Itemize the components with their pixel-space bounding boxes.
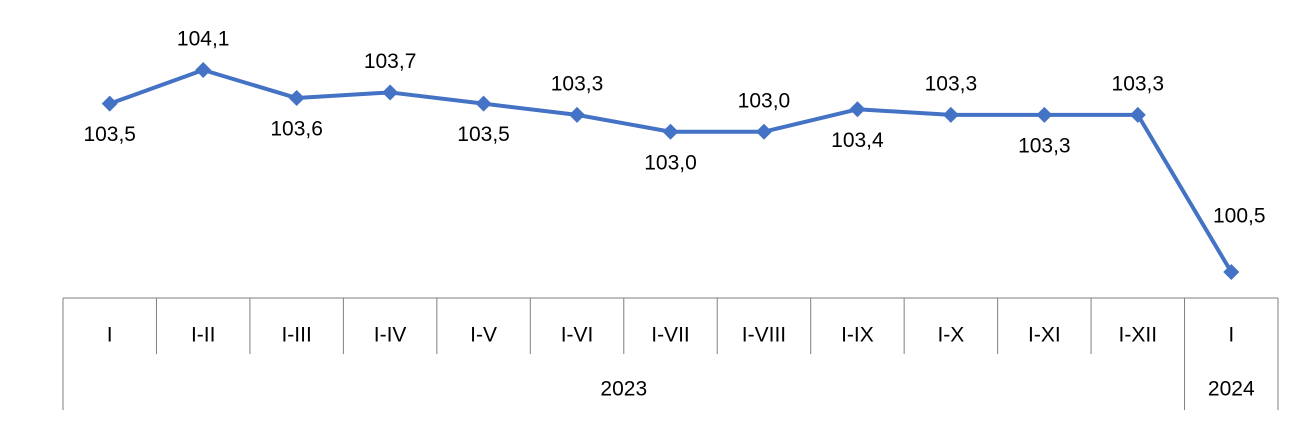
data-label: 103,0 bbox=[738, 89, 791, 112]
data-point-marker bbox=[288, 90, 305, 107]
category-label: I bbox=[1228, 324, 1234, 347]
data-label: 103,5 bbox=[457, 123, 510, 146]
category-axis-table: 2023 2024 I I-II I-III I-IV I-V I-VI I-VII I-VIII… bbox=[62, 297, 1279, 410]
category-label: I-X bbox=[937, 324, 964, 347]
data-label: 103,3 bbox=[1112, 72, 1165, 95]
category-label: I-VII bbox=[651, 324, 690, 347]
data-label: 100,5 bbox=[1213, 205, 1266, 228]
data-point-marker bbox=[101, 95, 118, 112]
data-label: 103,3 bbox=[1018, 134, 1071, 157]
data-point-marker bbox=[1129, 106, 1146, 123]
data-label: 103,7 bbox=[364, 50, 417, 73]
data-label: 103,6 bbox=[270, 118, 323, 141]
data-label: 103,0 bbox=[644, 151, 697, 174]
category-label: I-III bbox=[281, 324, 311, 347]
data-point-marker bbox=[942, 106, 959, 123]
data-point-marker bbox=[569, 106, 586, 123]
category-label: I-VI bbox=[561, 324, 594, 347]
year-label-2023: 2023 bbox=[600, 378, 647, 401]
data-label: 103,3 bbox=[551, 72, 604, 95]
category-label: I-IV bbox=[374, 324, 407, 347]
category-label: I-VIII bbox=[742, 324, 786, 347]
data-label: 103,3 bbox=[925, 72, 978, 95]
data-point-marker bbox=[382, 84, 399, 101]
data-point-marker bbox=[195, 62, 212, 78]
category-label: I-IX bbox=[841, 324, 874, 347]
data-point-marker bbox=[475, 95, 492, 112]
data-point-marker bbox=[755, 123, 772, 140]
data-label-layer: 103,5 104,1 103,6 103,7 103,5 103,3 103,0 103,0… bbox=[83, 28, 1265, 228]
data-point-marker bbox=[1223, 264, 1240, 280]
year-label-2024: 2024 bbox=[1208, 378, 1255, 401]
data-point-marker bbox=[1036, 106, 1053, 123]
data-label: 103,5 bbox=[83, 123, 136, 146]
category-label: I-II bbox=[191, 324, 216, 347]
category-label: I bbox=[107, 324, 113, 347]
series-layer bbox=[101, 62, 1240, 280]
data-label: 104,1 bbox=[177, 28, 230, 51]
category-label: I-XI bbox=[1028, 324, 1061, 347]
data-label: 103,4 bbox=[831, 129, 884, 152]
data-point-marker bbox=[849, 101, 866, 118]
category-label: I-XII bbox=[1119, 324, 1158, 347]
data-point-marker bbox=[662, 123, 679, 140]
category-label: I-V bbox=[470, 324, 497, 347]
